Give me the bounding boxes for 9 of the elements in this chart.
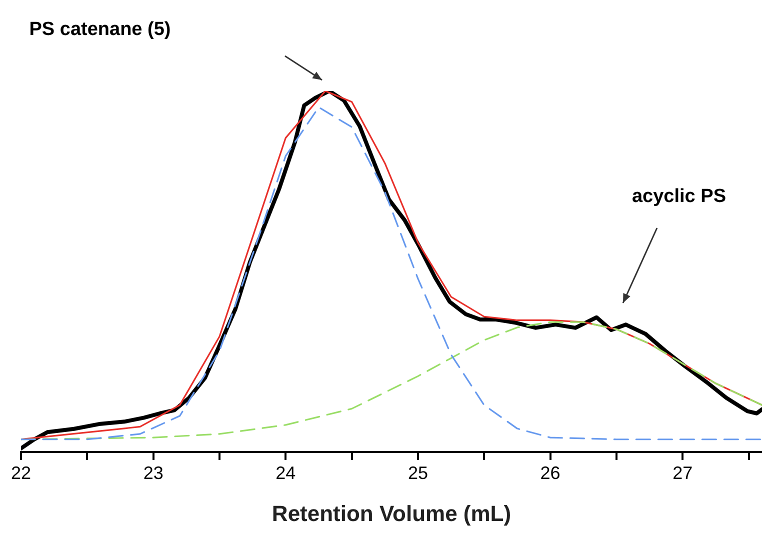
x-axis-title: Retention Volume (mL): [272, 500, 512, 526]
x-tick-label: 26: [540, 462, 560, 483]
x-tick-label: 23: [143, 462, 164, 483]
x-tick-label: 27: [672, 462, 693, 483]
x-tick-label: 22: [10, 462, 32, 483]
x-tick-label: 24: [276, 462, 296, 483]
annotation: acyclic PS: [632, 186, 726, 208]
x-tick-label: 25: [408, 462, 428, 483]
text: PS catenane (5): [29, 19, 171, 40]
